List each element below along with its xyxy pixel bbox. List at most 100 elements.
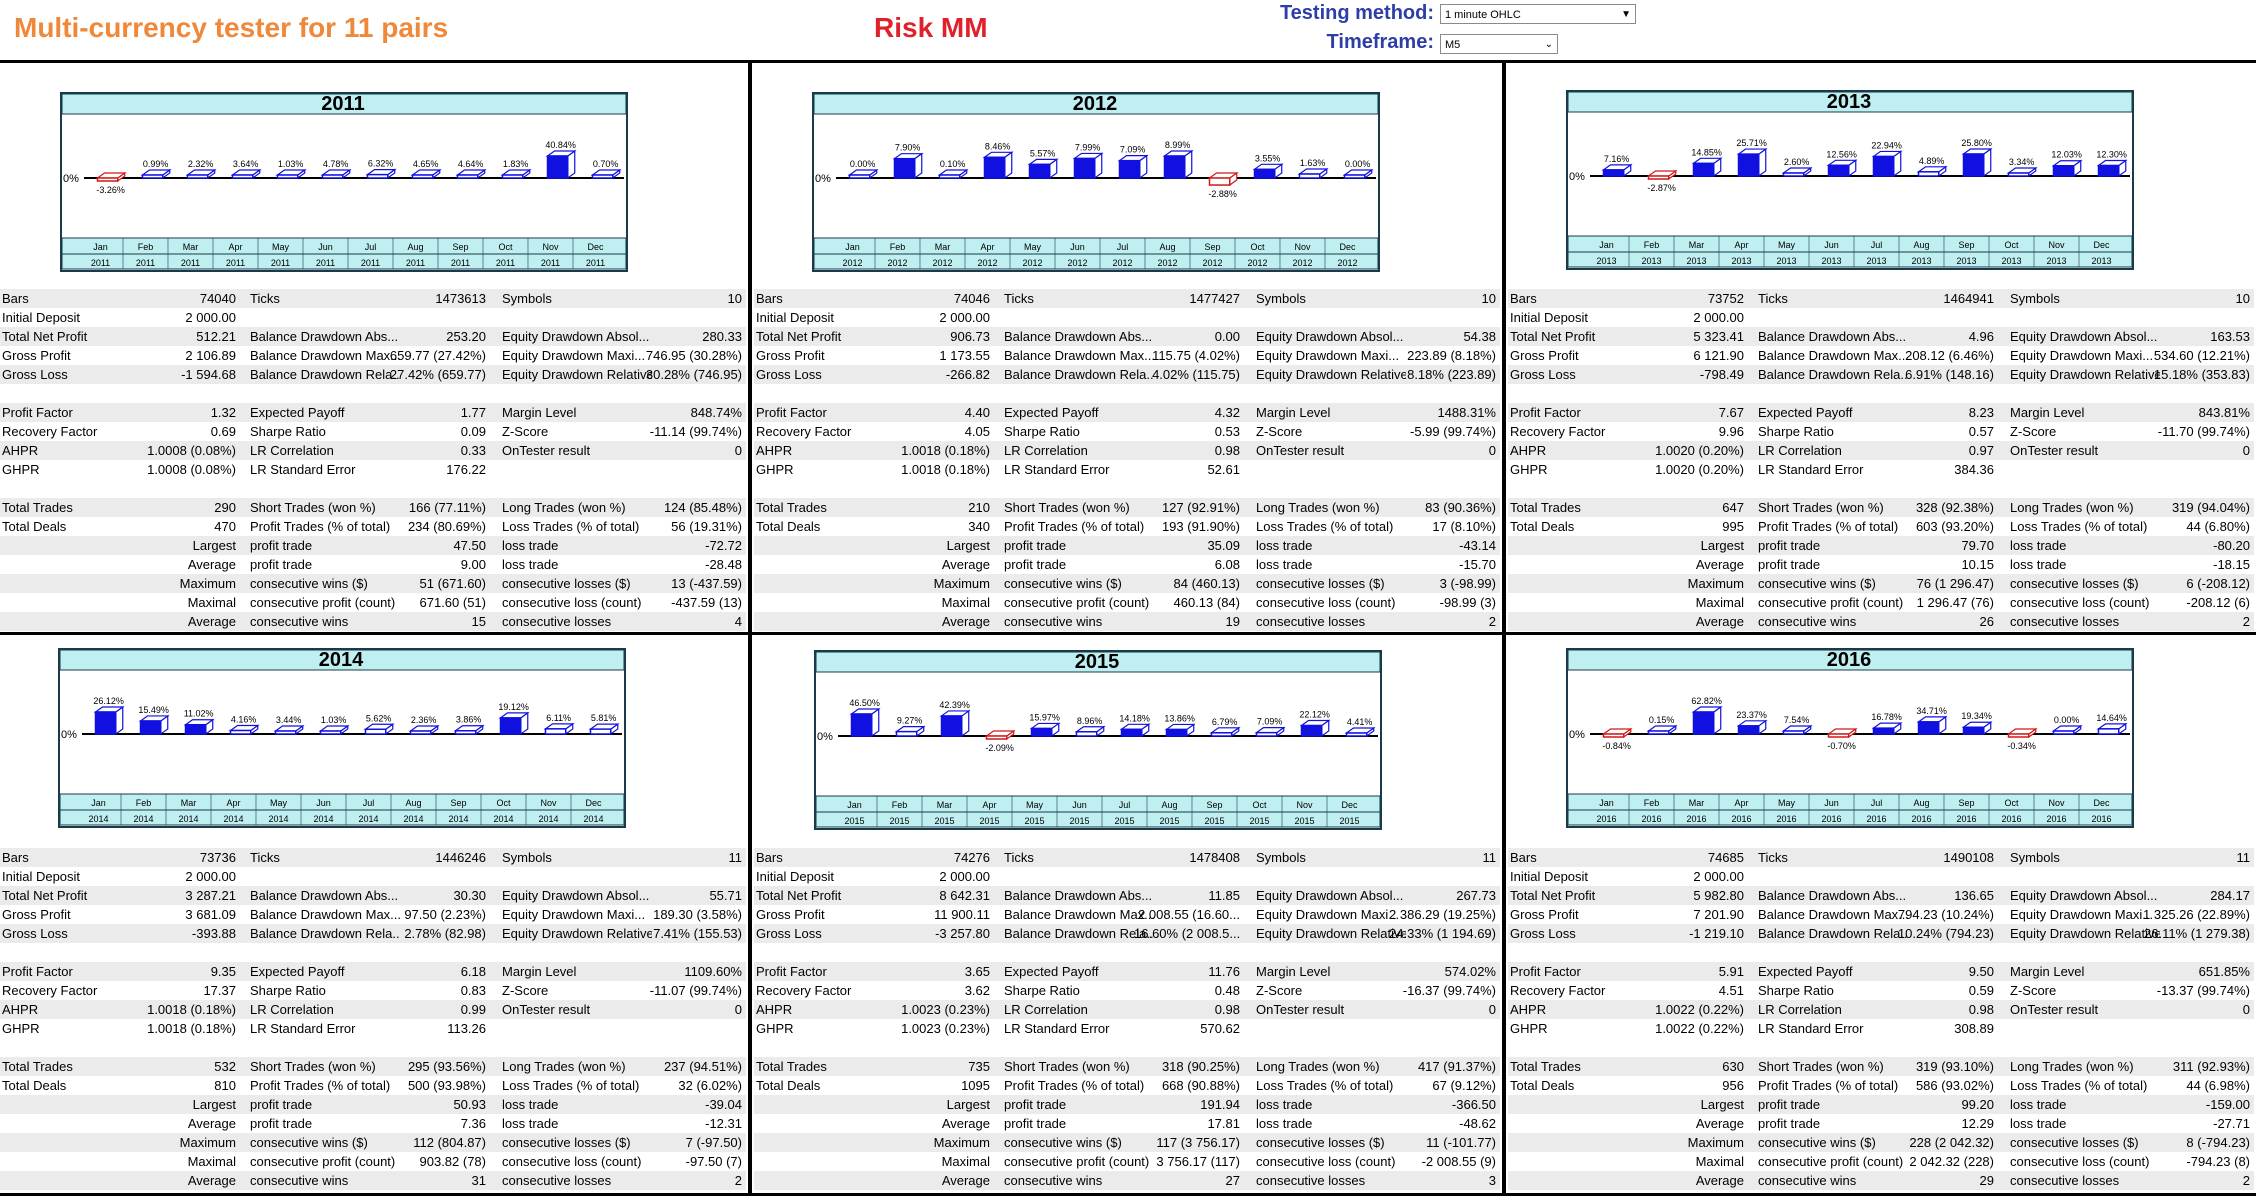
value-average_loss: -28.48 [705,557,742,572]
label-expected_payoff: Expected Payoff [250,964,345,979]
stats-row: Recovery Factor 9.96 Sharpe Ratio 0.57 Z-Sco… [1508,422,2254,441]
testing-method-select[interactable]: 1 minute OHLC ▼ [1440,4,1636,24]
year-tick-nov: 2016 [2046,814,2066,824]
bar-label-sep: 6.79% [1212,717,1238,727]
month-tick-jul: Jul [1871,798,1883,808]
year-tick-sep: 2016 [1956,814,1976,824]
bar-label-may: 7.54% [1784,715,1810,725]
bar-sep [1962,726,1985,735]
label-cons_profit_count: consecutive profit (count) [1004,1154,1150,1169]
timeframe-select[interactable]: M5 ⌄ [1440,34,1558,54]
label-cons_losses: consecutive losses [2010,614,2120,629]
stats-row: Maximum consecutive wins ($) 76 (1 296.47)… [1508,574,2254,593]
label-cons_loss_count: consecutive loss (count) [1256,595,1396,610]
year-tick-apr: 2016 [1731,814,1751,824]
bar-apr [1737,725,1760,735]
value-long_trades: 237 (94.51%) [663,1059,742,1074]
year-tick-nov: 2014 [538,814,558,824]
label-symbols: Symbols [1256,291,1306,306]
value-ticks: 1490108 [1943,850,1994,865]
year-tick-jan: 2014 [88,814,108,824]
stats-row: Profit Factor 3.65 Expected Payoff 11.76 Mar… [754,962,1500,981]
label-eq_dd_rel: Equity Drawdown Relative [1256,926,1406,941]
value-ahpr: 1.0022 (0.22%) [1655,1002,1744,1017]
year-tick-mar: 2012 [932,258,952,268]
year-tick-may: 2014 [268,814,288,824]
value-profit_factor: 7.67 [1718,405,1744,420]
label-cons_losses: consecutive losses [502,1173,612,1188]
year-tick-jun: 2012 [1067,258,1087,268]
stats-row: Largest profit trade 79.70 loss trade -80.20 [1508,536,2254,555]
bar-dec [1345,732,1368,737]
month-tick-mar: Mar [1689,240,1705,250]
bar-label-jun: 1.03% [321,715,347,725]
bar-aug [411,174,434,179]
label-margin_level: Margin Level [502,405,577,420]
stats-row: AHPR 1.0022 (0.22%) LR Correlation 0.98 OnTe… [1508,1000,2254,1019]
bar-jul [1118,159,1141,179]
value-lr_correlation: 0.98 [1968,1002,1994,1017]
label-bal_dd_max: Balance Drawdown Max... [1758,348,1908,363]
bar-feb [141,174,164,179]
month-tick-jun: Jun [1824,240,1839,250]
label-profit_factor: Profit Factor [2,964,73,979]
label-total_trades: Total Trades [1510,1059,1581,1074]
month-tick-jul: Jul [1119,800,1131,810]
bar-jun [1827,733,1850,738]
value-maximal_cons_profit: 3 756.17 (117) [1156,1154,1240,1169]
label-long_trades: Long Trades (won %) [1256,1059,1380,1074]
bar-label-dec: 0.70% [593,159,619,169]
bottom-divider [0,1193,2256,1196]
year-tick-apr: 2011 [226,258,245,268]
value-avg_cons_losses: 2 [734,1173,742,1188]
stats-row [754,384,1500,403]
label-loss_trade: loss trade [2010,1097,2067,1112]
year-tick-jan: 2015 [844,816,864,826]
month-tick-dec: Dec [1339,242,1356,252]
stats-row: AHPR 1.0023 (0.23%) LR Correlation 0.98 OnTe… [754,1000,1500,1019]
value-maximal_cons_profit: 1 296.47 (76) [1916,595,1994,610]
label-gross_loss: Gross Loss [756,367,822,382]
label-profit_trade: profit trade [1758,1097,1821,1112]
stats-row: Maximum consecutive wins ($) 117 (3 756.17… [754,1133,1500,1152]
label-cons_losses: consecutive losses [1256,614,1366,629]
label-total_trades: Total Trades [2,500,73,515]
year-tick-oct: 2011 [496,258,515,268]
value-ahpr: 1.0020 (0.20%) [1655,443,1744,458]
label-ontester: OnTester result [1256,1002,1345,1017]
bar-label-apr: 23.37% [1736,710,1767,720]
value-gross_profit: 3 681.09 [185,907,236,922]
label-symbols: Symbols [2010,291,2060,306]
chart-title-bar [59,649,625,671]
value-loss_trades: 32 (6.02%) [678,1078,742,1093]
label-ghpr: GHPR [2,1021,40,1036]
label-bal_dd_rel: Balance Drawdown Rela... [1758,367,1908,382]
label-cons_wins_money: consecutive wins ($) [1758,1135,1876,1150]
value-total_trades: 647 [1722,500,1744,515]
bar-label-mar: 42.39% [939,700,970,710]
year-tick-feb: 2016 [1641,814,1661,824]
bar-label-jan: 0.00% [850,159,876,169]
chevron-down-icon: ▼ [1621,9,1631,20]
value-expected_payoff: 6.18 [460,964,486,979]
bar-sep [456,174,479,179]
bar-label-apr: -2.09% [985,743,1014,753]
stats-row [754,479,1500,498]
month-tick-oct: Oct [2004,240,2019,250]
label-lr_correlation: LR Correlation [250,443,334,458]
label-cons_loss_count: consecutive loss (count) [502,1154,642,1169]
bar-label-jun: 7.99% [1075,142,1101,152]
bar-label-apr: 25.71% [1736,138,1767,148]
label-loss_trade: loss trade [502,538,559,553]
month-tick-dec: Dec [587,242,604,252]
label-ontester: OnTester result [2010,1002,2099,1017]
bar-label-oct: 1.83% [503,159,529,169]
month-tick-oct: Oct [1252,800,1267,810]
stats-row: Gross Profit 7 201.90 Balance Drawdown Max… [1508,905,2254,924]
month-tick-mar: Mar [935,242,951,252]
value-margin_level: 848.74% [690,405,742,420]
bar-label-mar: 2.32% [188,159,214,169]
value-ahpr: 1.0008 (0.08%) [147,443,236,458]
equity-chart-2012: 2012 0% 0.00% Jan 2012 7.90% Feb 2012 0.10% Mar 20… [812,92,1380,272]
label-loss_trade: loss trade [2010,1116,2067,1131]
